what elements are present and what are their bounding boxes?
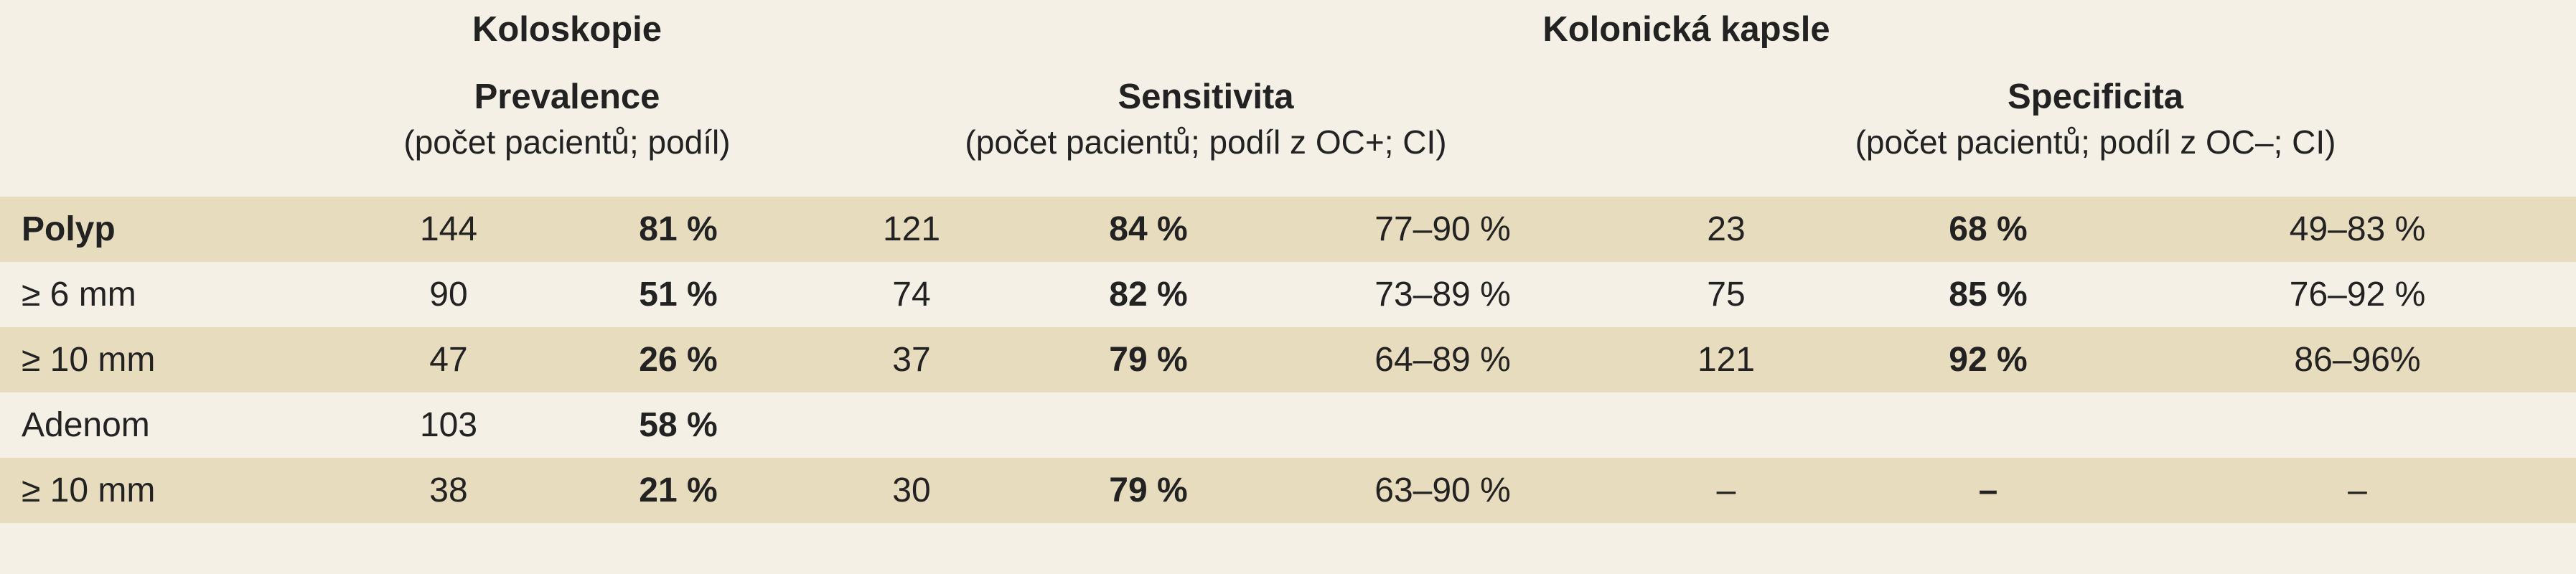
sensitivity-ci: 73–89 % — [1270, 262, 1615, 327]
sensitivity-count: 121 — [797, 197, 1026, 262]
header-empty-cell — [0, 0, 337, 59]
prevalence-count: 38 — [337, 458, 560, 523]
sensitivity-ci: 77–90 % — [1270, 197, 1615, 262]
specificity-count: 23 — [1615, 197, 1837, 262]
sensitivity-percent: 79 % — [1026, 458, 1270, 523]
specificity-percent: 85 % — [1837, 262, 2139, 327]
specificity-ci — [2139, 392, 2576, 458]
header-row-groups: Koloskopie Kolonická kapsle — [0, 0, 2576, 59]
prevalence-count: 103 — [337, 392, 560, 458]
header-empty-cell — [0, 59, 337, 197]
row-label: Polyp — [0, 197, 337, 262]
row-label: ≥ 10 mm — [0, 327, 337, 392]
specificity-percent: 92 % — [1837, 327, 2139, 392]
sensitivity-count: 30 — [797, 458, 1026, 523]
specificity-count: 75 — [1615, 262, 1837, 327]
sensitivity-percent: 82 % — [1026, 262, 1270, 327]
prevalence-percent: 51 % — [560, 262, 797, 327]
sensitivity-ci: 64–89 % — [1270, 327, 1615, 392]
prevalence-percent: 21 % — [560, 458, 797, 523]
table-row: Adenom 103 58 % — [0, 392, 2576, 458]
results-table: Koloskopie Kolonická kapsle Prevalence (… — [0, 0, 2576, 523]
specificity-count: – — [1615, 458, 1837, 523]
prevalence-title: Prevalence — [474, 77, 660, 116]
sensitivity-percent — [1026, 392, 1270, 458]
row-label: ≥ 10 mm — [0, 458, 337, 523]
table-row: ≥ 10 mm 38 21 % 30 79 % 63–90 % – – – — [0, 458, 2576, 523]
sensitivity-note: (počet pacientů; podíl z OC+; CI) — [965, 123, 1447, 161]
sensitivity-ci — [1270, 392, 1615, 458]
specificity-ci: – — [2139, 458, 2576, 523]
sensitivity-percent: 79 % — [1026, 327, 1270, 392]
capsule-header: Kolonická kapsle — [1542, 10, 1830, 49]
specificity-header: Specificita (počet pacientů; podíl z OC–… — [1615, 59, 2576, 197]
coloscopy-header: Koloskopie — [472, 10, 662, 49]
sensitivity-title: Sensitivita — [1118, 77, 1294, 116]
row-label: ≥ 6 mm — [0, 262, 337, 327]
prevalence-percent: 26 % — [560, 327, 797, 392]
specificity-title: Specificita — [2007, 77, 2184, 116]
prevalence-percent: 81 % — [560, 197, 797, 262]
specificity-percent: 68 % — [1837, 197, 2139, 262]
sensitivity-percent: 84 % — [1026, 197, 1270, 262]
table-row: ≥ 6 mm 90 51 % 74 82 % 73–89 % 75 85 % 7… — [0, 262, 2576, 327]
prevalence-percent: 58 % — [560, 392, 797, 458]
table-row: Polyp 144 81 % 121 84 % 77–90 % 23 68 % … — [0, 197, 2576, 262]
specificity-count — [1615, 392, 1837, 458]
prevalence-count: 90 — [337, 262, 560, 327]
prevalence-header: Prevalence (počet pacientů; podíl) — [337, 59, 797, 197]
header-row-metrics: Prevalence (počet pacientů; podíl) Sensi… — [0, 59, 2576, 197]
prevalence-count: 47 — [337, 327, 560, 392]
sensitivity-header: Sensitivita (počet pacientů; podíl z OC+… — [797, 59, 1615, 197]
specificity-ci: 76–92 % — [2139, 262, 2576, 327]
row-label: Adenom — [0, 392, 337, 458]
table-row: ≥ 10 mm 47 26 % 37 79 % 64–89 % 121 92 %… — [0, 327, 2576, 392]
specificity-percent — [1837, 392, 2139, 458]
specificity-count: 121 — [1615, 327, 1837, 392]
specificity-note: (počet pacientů; podíl z OC–; CI) — [1855, 123, 2336, 161]
specificity-ci: 86–96% — [2139, 327, 2576, 392]
prevalence-count: 144 — [337, 197, 560, 262]
sensitivity-count: 74 — [797, 262, 1026, 327]
specificity-percent: – — [1837, 458, 2139, 523]
sensitivity-ci: 63–90 % — [1270, 458, 1615, 523]
specificity-ci: 49–83 % — [2139, 197, 2576, 262]
sensitivity-count — [797, 392, 1026, 458]
sensitivity-count: 37 — [797, 327, 1026, 392]
prevalence-note: (počet pacientů; podíl) — [403, 123, 731, 161]
